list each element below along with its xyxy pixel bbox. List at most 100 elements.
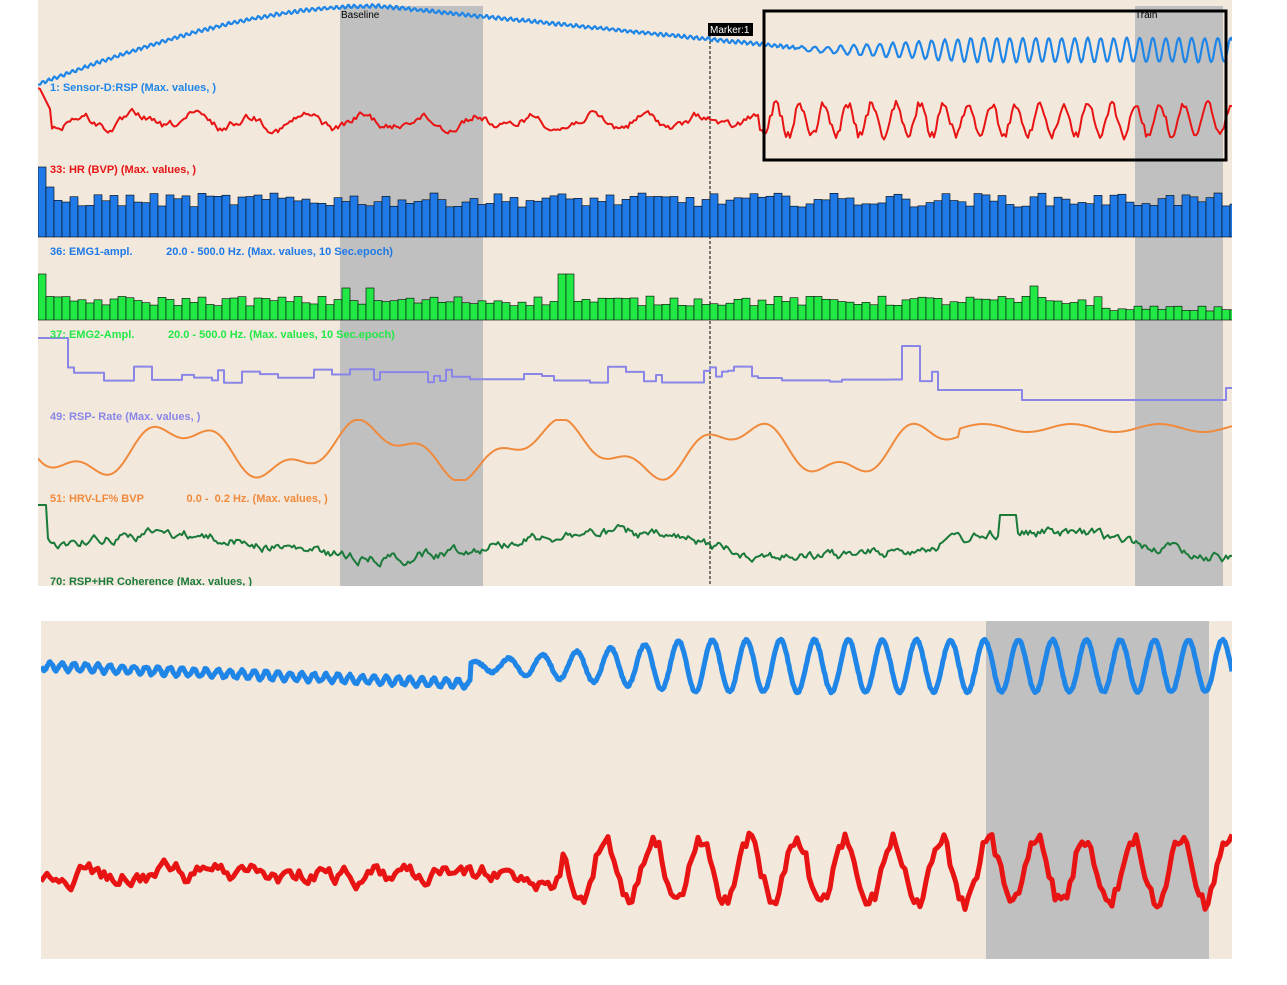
emg2-bar	[509, 305, 519, 321]
emg1-bar	[205, 195, 215, 238]
emg1-bar	[45, 186, 55, 238]
emg2-bar	[781, 301, 791, 321]
emg1-bar	[957, 201, 967, 238]
emg1-bar	[813, 199, 823, 238]
emg1-bar	[173, 198, 183, 238]
emg2-bar	[1029, 285, 1039, 321]
marker1-label: Marker:1	[710, 25, 750, 36]
emg1-bar	[525, 200, 535, 238]
emg1-bar	[989, 200, 999, 238]
emg2-bar	[853, 304, 863, 321]
emg1-bar	[661, 196, 671, 238]
emg1-bar	[141, 202, 151, 238]
emg1-bar	[109, 195, 119, 238]
emg2-bar	[1197, 305, 1207, 321]
emg2-bar	[293, 296, 303, 321]
emg1-bar	[597, 201, 607, 238]
emg2-bar	[973, 298, 983, 321]
emg1-bar	[1229, 203, 1232, 238]
emg1-bar	[1133, 205, 1143, 238]
emg2-bar	[549, 301, 559, 321]
emg1-bar	[1053, 196, 1063, 238]
zoom-rsp-series-line	[41, 636, 1232, 696]
emg2-bar	[821, 298, 831, 321]
emg2-bar	[861, 302, 871, 321]
emg2-bar	[38, 273, 47, 321]
emg2-bar	[677, 305, 687, 321]
emg2-bar	[909, 298, 919, 321]
emg1-bar	[869, 203, 879, 238]
emg1-bar	[973, 193, 983, 238]
emg2-bar	[389, 300, 399, 321]
emg1-bar	[189, 206, 199, 238]
emg2-bar	[157, 296, 167, 321]
emg1-bar	[261, 199, 271, 238]
emg1-bar	[1061, 198, 1071, 238]
emg2-bar	[989, 299, 999, 321]
emg1-bar	[221, 194, 231, 238]
emg2-bar	[1173, 305, 1183, 321]
emg1-bar	[453, 206, 463, 238]
emg2-bar	[565, 273, 575, 321]
emg1-bar	[773, 192, 783, 238]
emg1-bar	[909, 206, 919, 238]
emg1-bar	[589, 197, 599, 238]
emg2-bar	[181, 298, 191, 321]
emg2-bar	[837, 301, 847, 321]
emg2-bar	[805, 296, 815, 321]
emg1-bar	[277, 197, 287, 238]
emg1-bar	[397, 199, 407, 238]
emg2-bar	[525, 305, 535, 321]
emg1-bar	[269, 192, 279, 238]
emg1-bar	[717, 203, 727, 238]
emg1-bar	[709, 193, 719, 238]
emg1-bar	[101, 200, 111, 238]
zoom-selection-box[interactable]	[762, 9, 1228, 162]
emg2-bar	[229, 297, 239, 321]
emg1-bar	[61, 201, 71, 238]
emg2-bar	[461, 302, 471, 321]
emg1-bar	[613, 204, 623, 238]
train-shade	[1135, 6, 1223, 586]
emg2-bar	[1109, 310, 1119, 321]
emg2-bar	[213, 305, 223, 321]
zoom-series-layer	[41, 636, 1232, 912]
emg1-bar	[885, 196, 895, 238]
main-chart-panel: Baseline Marker:1 Train 1: Sensor-D:RSP …	[38, 0, 1232, 586]
emg2-bar	[117, 296, 127, 321]
emg2-bar	[1117, 308, 1127, 321]
emg2-bar	[1205, 310, 1215, 321]
emg1-bar	[317, 203, 327, 238]
emg2-bar	[1093, 296, 1103, 321]
emg1-bar	[1045, 205, 1055, 238]
emg2-bar	[485, 302, 495, 321]
emg2-bar	[237, 296, 247, 321]
emg1-bar	[925, 202, 935, 238]
emg2-bar	[133, 300, 143, 321]
emg1-bar	[981, 194, 991, 238]
emg2-bar	[77, 299, 87, 321]
emg2-bar	[421, 299, 431, 321]
emg2-bar	[901, 299, 911, 321]
emg2-bar	[1069, 302, 1079, 321]
emg1-bar	[1117, 193, 1127, 238]
emg1-bar	[38, 166, 47, 238]
emg1-bar	[485, 203, 495, 238]
emg1-bar	[477, 204, 487, 238]
emg2-bar	[1013, 301, 1023, 321]
emg1-bar	[605, 194, 615, 238]
emg1-bar	[1021, 205, 1031, 238]
emg1-bar	[829, 193, 839, 238]
emg2-bar	[405, 297, 415, 321]
emg1-bar	[757, 196, 767, 238]
hrvlf-series-line	[38, 419, 1232, 481]
emg2-bar	[221, 298, 231, 321]
emg2-bar	[965, 296, 975, 321]
emg2-bar	[869, 304, 879, 321]
hrvlf-channel-label: 51: HRV-LF% BVP 0.0 - 0.2 Hz. (Max. valu…	[50, 493, 328, 505]
zoom-hr-series-line	[41, 830, 1232, 912]
emg1-bar	[149, 193, 159, 238]
emg1-bar	[429, 192, 439, 238]
emg1-bar	[533, 200, 543, 238]
emg2-bar	[645, 295, 655, 321]
